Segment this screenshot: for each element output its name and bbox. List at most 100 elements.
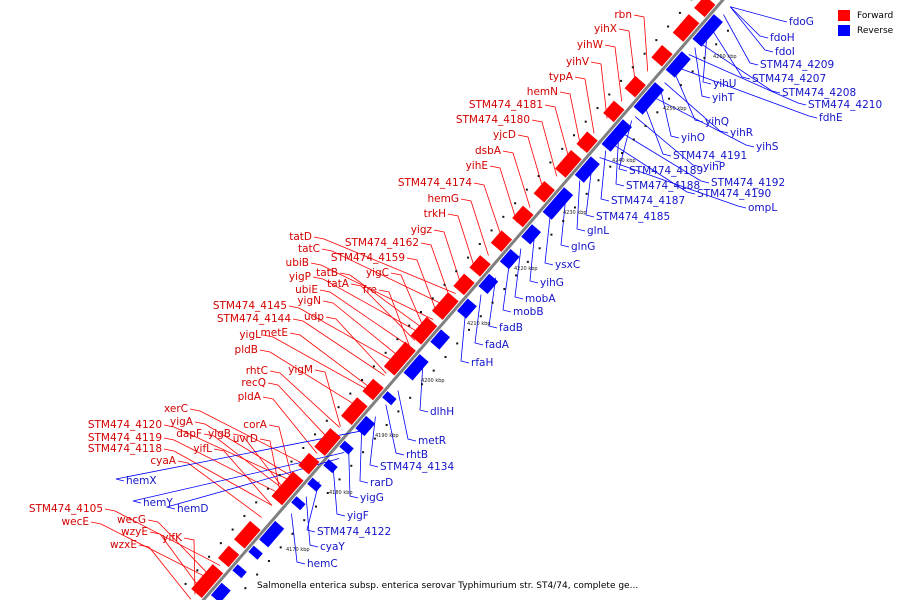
reverse-gene-label: rfaH xyxy=(471,357,493,369)
forward-leader-line xyxy=(559,91,582,149)
forward-leader-line xyxy=(149,531,201,589)
reverse-leader-line xyxy=(305,496,319,548)
forward-gene-label: yigA xyxy=(170,416,194,428)
reverse-leader-line xyxy=(659,87,680,139)
reverse-gene-label: dlhH xyxy=(430,406,454,418)
reverse-gene-label: hemC xyxy=(307,558,338,570)
forward-gene-label: STM474_4162 xyxy=(345,237,419,249)
reverse-gene-marker xyxy=(291,532,294,535)
forward-leader-line xyxy=(544,104,571,162)
reverse-leader-line xyxy=(621,132,710,184)
reverse-gene-marker xyxy=(585,192,588,195)
reverse-gene-marker xyxy=(691,70,694,73)
gene-arrow xyxy=(307,477,322,492)
forward-gene-label: yihX xyxy=(594,23,617,35)
forward-gene-marker xyxy=(408,324,411,327)
forward-gene-label: STM474_4145 xyxy=(213,300,287,312)
forward-gene-label: rhtC xyxy=(246,365,268,377)
reverse-gene-label: glnG xyxy=(571,241,595,253)
reverse-leader-line xyxy=(385,404,405,456)
forward-leader-line xyxy=(104,508,221,566)
reverse-leader-line xyxy=(488,277,498,329)
forward-leader-line xyxy=(420,242,451,300)
forward-gene-label: hemN xyxy=(527,86,558,98)
forward-leader-line xyxy=(213,448,273,506)
gene-arrow xyxy=(234,520,261,549)
gene-arrow xyxy=(431,292,459,320)
kbp-tick-label: 4240 kbp xyxy=(612,158,636,164)
forward-leader-line xyxy=(194,421,296,479)
reverse-gene-marker xyxy=(538,247,541,250)
reverse-gene-label: yihQ xyxy=(705,116,729,128)
forward-gene-label: xerC xyxy=(164,403,188,415)
reverse-gene-marker xyxy=(267,559,270,562)
forward-leader-line xyxy=(259,438,282,496)
forward-gene-marker xyxy=(467,256,470,259)
reverse-leader-line xyxy=(544,214,554,266)
forward-gene-label: tatD xyxy=(289,231,312,243)
reverse-gene-label: yihP xyxy=(703,161,725,173)
reverse-gene-marker xyxy=(503,288,506,291)
reverse-leader-line xyxy=(585,166,595,218)
forward-gene-label: yihW xyxy=(577,39,604,51)
reverse-leader-line xyxy=(291,513,306,565)
gene-arrow xyxy=(651,45,673,67)
genome-backbone xyxy=(201,0,725,600)
gene-arrow xyxy=(403,354,429,381)
forward-gene-label: yihE xyxy=(466,160,488,172)
reverse-leader-line xyxy=(664,82,729,134)
reverse-leader-line xyxy=(369,416,379,468)
reverse-leader-line xyxy=(611,143,696,195)
reverse-swatch xyxy=(838,25,850,36)
reverse-gene-label: yihS xyxy=(756,141,779,153)
forward-gene-marker xyxy=(208,555,211,558)
forward-gene-marker xyxy=(302,446,305,449)
forward-leader-line xyxy=(406,257,438,315)
forward-gene-label: wzxE xyxy=(110,539,137,551)
forward-gene-marker xyxy=(443,283,446,286)
forward-leader-line xyxy=(574,76,595,134)
forward-gene-marker xyxy=(572,134,575,137)
gene-arrow xyxy=(490,230,513,252)
forward-gene-label: wecE xyxy=(62,516,89,528)
reverse-leader-line xyxy=(560,196,570,248)
kbp-tick-label: 4260 kbp xyxy=(713,54,737,60)
forward-gene-label: STM474_4144 xyxy=(217,313,291,325)
forward-leader-line xyxy=(604,44,623,102)
forward-gene-marker xyxy=(502,215,505,218)
forward-leader-line xyxy=(313,236,456,294)
forward-gene-label: yifL xyxy=(193,443,212,455)
gene-features xyxy=(191,0,723,600)
kbp-tick-label: 4210 kbp xyxy=(467,321,491,327)
forward-gene-marker xyxy=(643,52,646,55)
gene-arrow xyxy=(603,100,625,123)
forward-leader-line xyxy=(517,134,545,192)
forward-gene-label: STM474_4120 xyxy=(88,419,162,431)
forward-gene-label: STM474_4174 xyxy=(398,177,472,189)
forward-gene-marker xyxy=(431,297,434,300)
forward-gene-marker xyxy=(290,460,293,463)
reverse-gene-marker xyxy=(338,478,341,481)
reverse-leader-line xyxy=(115,430,364,482)
forward-leader-line xyxy=(489,165,518,223)
forward-gene-marker xyxy=(196,569,199,572)
gene-arrow xyxy=(383,341,416,376)
reverse-gene-label: yihR xyxy=(730,127,753,139)
reverse-leader-line xyxy=(702,33,712,85)
gene-arrow xyxy=(576,131,598,154)
reverse-gene-marker xyxy=(420,383,423,386)
forward-gene-label: yigC xyxy=(366,267,389,279)
forward-gene-label: dapF xyxy=(176,428,202,440)
forward-gene-marker xyxy=(231,528,234,531)
forward-gene-label: udp xyxy=(304,311,324,323)
forward-gene-label: wzyE xyxy=(121,526,148,538)
legend-reverse-label: Reverse xyxy=(857,25,894,36)
reverse-gene-marker xyxy=(609,165,612,168)
reverse-leader-line xyxy=(514,248,524,300)
reverse-gene-marker xyxy=(644,124,647,127)
reverse-leader-line xyxy=(729,6,769,39)
forward-leader-line xyxy=(433,229,462,287)
gene-arrow xyxy=(633,82,665,115)
forward-gene-marker xyxy=(396,338,399,341)
forward-gene-label: corA xyxy=(243,419,268,431)
